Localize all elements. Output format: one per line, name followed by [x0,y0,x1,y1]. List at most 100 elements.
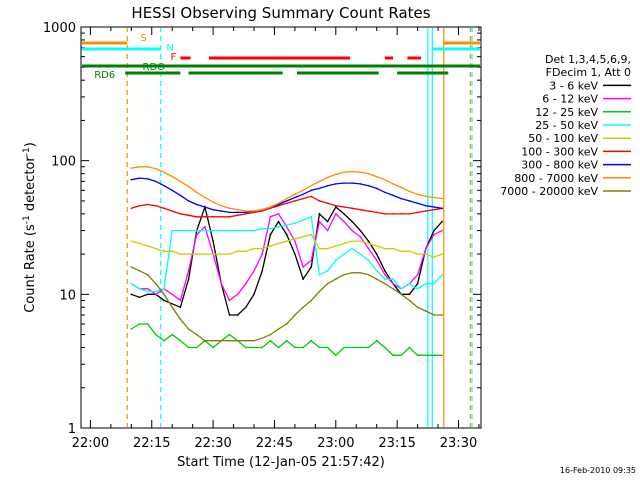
data-point [195,216,198,218]
data-point [130,178,133,181]
data-point [163,299,165,302]
data-point [220,253,223,255]
data-point [163,171,165,173]
data-point [408,213,411,215]
data-point [359,235,362,238]
data-point [408,190,411,193]
data-point [424,253,427,255]
data-point [261,269,263,272]
data-point [392,282,394,285]
data-point [146,178,149,180]
data-point [277,226,280,228]
data-point [359,346,362,349]
data-point [416,288,419,290]
series-line-8 [131,266,443,342]
data-point [367,346,370,349]
data-point [424,204,427,207]
data-point [171,210,174,212]
timestamp: 16-Feb-2010 09:35 [560,466,636,475]
data-point [351,220,353,223]
data-point [359,183,362,185]
data-point [195,333,198,336]
data-point [441,253,443,255]
data-point [228,339,231,342]
x-tick-label: 23:15 [378,436,415,451]
data-point [130,207,133,210]
data-point [343,206,345,208]
data-point [171,229,174,232]
data-point [441,220,443,223]
data-point [138,204,141,207]
x-tick-label: 22:30 [194,436,231,451]
data-point [245,210,247,212]
data-point [318,187,321,190]
data-point [318,274,321,276]
data-point [326,269,329,272]
data-point [375,259,378,262]
data-point [285,323,288,325]
data-point [187,229,190,232]
data-point [416,193,419,196]
data-point [269,333,272,336]
data-point [187,269,190,272]
data-point [384,213,386,215]
data-point [220,204,223,207]
data-point [408,250,411,253]
data-point [179,180,182,183]
data-point [179,253,182,255]
data-point [187,253,190,255]
data-point [367,184,370,187]
data-point [253,293,255,296]
data-point [392,213,394,215]
data-point [441,314,443,316]
data-point [236,339,239,342]
data-point [171,293,174,296]
data-point [220,229,223,232]
data-point [130,328,133,330]
data-point [163,250,165,253]
data-point [416,211,419,214]
data-point [220,216,223,218]
data-point [285,233,288,236]
data-point [204,206,206,208]
data-point [343,346,345,349]
legend-entry-label: 12 - 25 keV [535,106,598,119]
y-tick-label: 1 [68,422,76,437]
data-point [375,339,378,342]
data-point [335,183,337,185]
data-point [277,328,280,330]
data-point [294,238,296,240]
data-point [261,210,263,212]
plot-frame [80,26,482,429]
data-point [343,220,345,223]
data-point [146,245,149,247]
data-point [335,278,337,280]
flag-label-rdo: RDO [143,62,166,73]
data-point [277,346,280,349]
data-point [187,328,190,330]
x-tick-label: 22:15 [133,436,170,451]
data-point [359,240,362,242]
data-point [228,229,231,232]
data-point [318,346,321,349]
data-point [171,250,174,253]
data-point [367,259,370,262]
data-point [155,167,157,170]
data-point [163,293,165,296]
data-point [130,167,133,169]
data-point [433,354,435,357]
data-point [269,216,272,218]
data-point [408,282,411,285]
data-point [400,213,403,215]
data-point [204,229,206,232]
data-point [424,310,427,312]
data-point [220,210,223,212]
data-point [179,194,182,197]
data-point [441,229,443,232]
data-point [138,177,141,179]
data-point [351,182,353,184]
flag-label-f: F [171,52,177,63]
data-point [146,165,149,168]
data-point [310,195,313,198]
data-point [343,171,345,173]
